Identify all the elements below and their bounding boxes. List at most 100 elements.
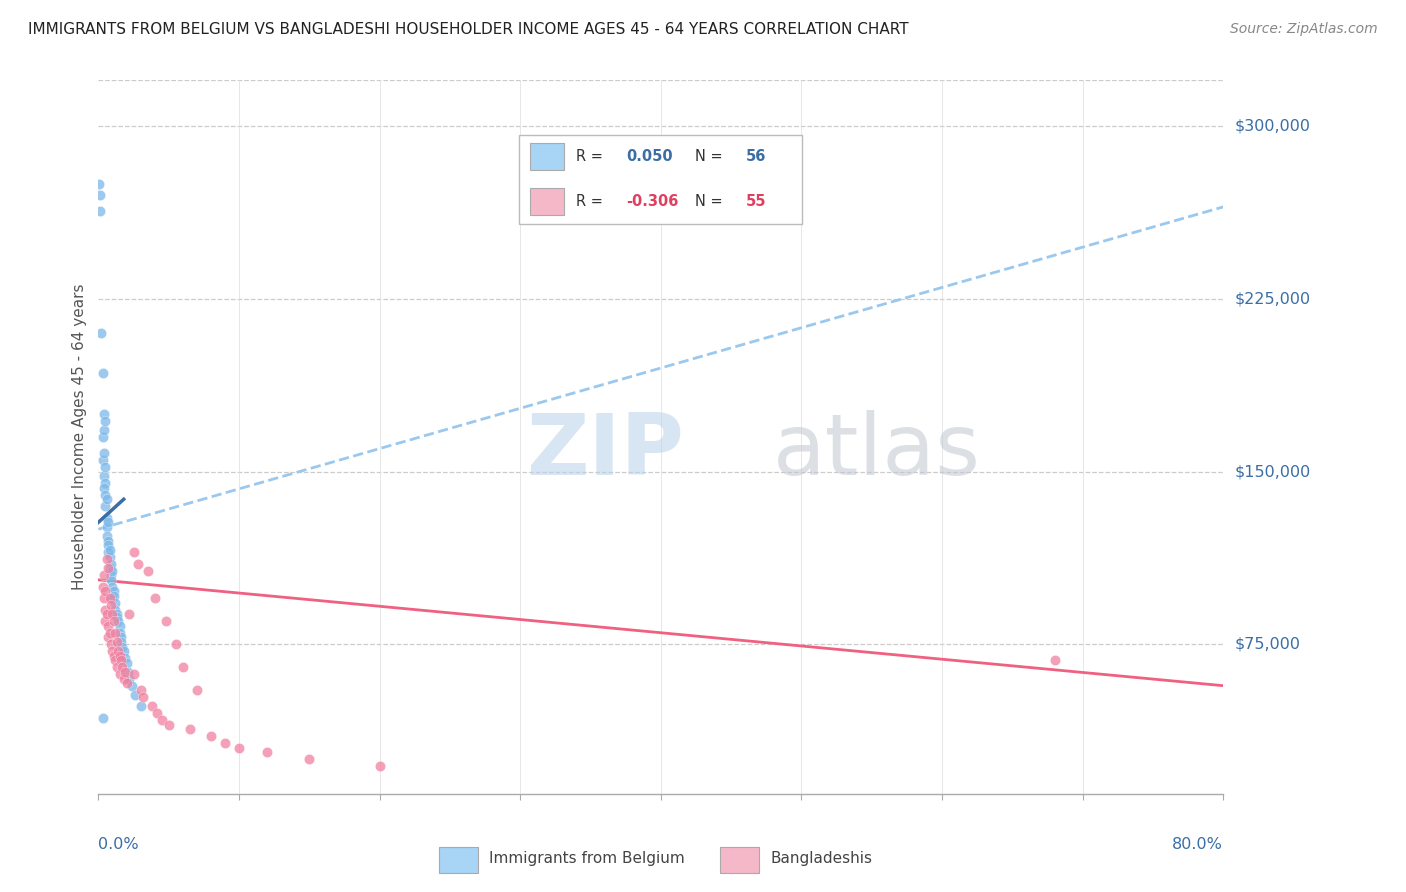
Point <box>115 656 138 670</box>
Point <box>157 718 180 732</box>
Point <box>117 665 139 679</box>
Point <box>98 549 121 564</box>
Point <box>93 423 115 437</box>
Point <box>93 568 115 582</box>
Point <box>100 557 122 571</box>
Point <box>132 690 155 705</box>
Point <box>165 637 187 651</box>
Point <box>179 723 201 737</box>
Point <box>93 481 115 495</box>
Point <box>93 407 115 421</box>
Text: atlas: atlas <box>773 409 981 493</box>
Bar <box>530 144 564 170</box>
Point <box>155 614 177 628</box>
Point <box>105 635 128 649</box>
Point <box>214 736 236 750</box>
Point <box>101 591 124 606</box>
Point <box>97 561 120 575</box>
Point <box>136 564 159 578</box>
Y-axis label: Householder Income Ages 45 - 64 years: Householder Income Ages 45 - 64 years <box>72 284 87 591</box>
Point <box>103 614 125 628</box>
Point <box>256 746 278 760</box>
Point <box>97 619 120 633</box>
Point <box>94 614 117 628</box>
Point <box>1043 653 1066 667</box>
Point <box>89 177 111 191</box>
Point <box>122 667 145 681</box>
Bar <box>439 847 478 872</box>
Text: ZIP: ZIP <box>526 409 683 493</box>
Point <box>141 699 163 714</box>
Point <box>104 596 127 610</box>
Text: $300,000: $300,000 <box>1234 119 1310 134</box>
Point <box>101 607 124 622</box>
Text: 0.050: 0.050 <box>627 149 673 164</box>
Point <box>98 542 121 557</box>
Point <box>100 637 122 651</box>
Point <box>105 609 128 624</box>
Point <box>114 665 136 679</box>
Point <box>104 603 127 617</box>
Point <box>103 648 125 663</box>
Point <box>96 607 118 622</box>
FancyBboxPatch shape <box>519 135 803 224</box>
Point <box>94 476 117 491</box>
Point <box>129 683 152 698</box>
Point <box>121 679 143 693</box>
Point <box>96 492 118 507</box>
Point <box>96 510 118 524</box>
Point <box>100 573 122 587</box>
Point <box>298 752 321 766</box>
Point <box>89 188 111 202</box>
Point <box>368 759 391 773</box>
Point <box>104 625 127 640</box>
Point <box>93 446 115 460</box>
Point <box>90 326 112 341</box>
Point <box>124 688 146 702</box>
Point <box>118 672 141 686</box>
Point <box>129 699 152 714</box>
Point <box>94 488 117 502</box>
Point <box>100 598 122 612</box>
Point <box>105 607 128 622</box>
Text: R =: R = <box>575 194 607 209</box>
Text: -0.306: -0.306 <box>627 194 679 209</box>
Point <box>108 648 131 663</box>
Point <box>122 545 145 559</box>
Point <box>94 603 117 617</box>
Point <box>101 564 124 578</box>
Point <box>143 591 166 606</box>
Text: N =: N = <box>695 149 727 164</box>
Point <box>98 625 121 640</box>
Text: 56: 56 <box>745 149 766 164</box>
Point <box>146 706 169 721</box>
Point <box>110 653 132 667</box>
Point <box>112 644 135 658</box>
Point <box>127 557 149 571</box>
Point <box>94 499 117 513</box>
Text: 80.0%: 80.0% <box>1173 837 1223 852</box>
Point <box>114 651 136 665</box>
Text: Immigrants from Belgium: Immigrants from Belgium <box>489 851 685 866</box>
Point <box>91 711 114 725</box>
Point <box>105 660 128 674</box>
Text: Source: ZipAtlas.com: Source: ZipAtlas.com <box>1230 22 1378 37</box>
Point <box>101 644 124 658</box>
Point <box>118 607 141 622</box>
Point <box>115 676 138 690</box>
Point <box>98 561 121 575</box>
Point <box>101 580 124 594</box>
Point <box>94 414 117 428</box>
Text: $225,000: $225,000 <box>1234 292 1310 307</box>
Point <box>111 660 134 674</box>
Point <box>100 568 122 582</box>
Text: R =: R = <box>575 149 607 164</box>
Point <box>91 430 114 444</box>
Point <box>94 584 117 599</box>
Point <box>96 552 118 566</box>
Point <box>97 533 120 548</box>
Point <box>108 667 131 681</box>
Point <box>228 740 250 755</box>
Point <box>89 204 111 219</box>
Point <box>110 635 132 649</box>
